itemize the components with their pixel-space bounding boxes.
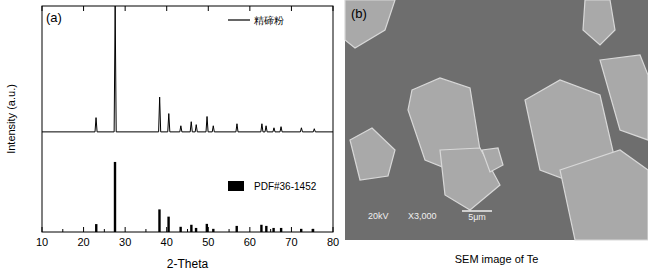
- reference-stick: [114, 162, 116, 232]
- legend-swatch: [228, 19, 250, 20]
- reference-stick: [265, 226, 267, 232]
- x-tick: [42, 227, 43, 232]
- panel-label: (b): [351, 6, 367, 21]
- x-tick-label: 50: [202, 236, 214, 248]
- x-tick-top: [291, 6, 292, 11]
- x-tick: [125, 227, 126, 232]
- x-tick-label: 40: [161, 236, 173, 248]
- reference-stick: [179, 227, 181, 232]
- reference-stick: [190, 225, 192, 232]
- x-tick: [166, 227, 167, 232]
- x-minor-tick: [270, 229, 271, 232]
- x-tick-label: 60: [244, 236, 256, 248]
- x-tick-label: 70: [285, 236, 297, 248]
- sem-magnification: X3,000: [408, 211, 437, 221]
- plot-data: [42, 6, 333, 232]
- x-minor-tick: [229, 229, 230, 232]
- crystal: [345, 0, 395, 48]
- x-tick: [83, 227, 84, 232]
- x-tick-top: [166, 6, 167, 11]
- reference-stick: [272, 228, 274, 232]
- reference-stick: [312, 229, 314, 232]
- legend-label: PDF#36-1452: [254, 181, 317, 192]
- figure: 10 20 30 40 50 60 70 80 2-Theta Intensity (a.u.) (…: [0, 0, 648, 274]
- x-minor-tick: [187, 229, 188, 232]
- sem-caption: SEM image of Te: [455, 253, 539, 265]
- legend-label: 精碲粉: [254, 15, 284, 26]
- reference-stick: [300, 229, 302, 232]
- x-tick-label: 30: [119, 236, 131, 248]
- x-tick-top: [42, 6, 43, 11]
- x-axis-label: 2-Theta: [167, 257, 209, 271]
- crystal: [583, 0, 615, 45]
- crystal: [350, 128, 395, 180]
- reference-stick: [236, 226, 238, 232]
- x-tick-label: 20: [77, 236, 89, 248]
- panel-label: (a): [46, 10, 62, 25]
- sem-image: [345, 0, 648, 240]
- x-minor-tick: [62, 229, 63, 232]
- crystal: [482, 148, 503, 172]
- x-tick-top: [83, 6, 84, 11]
- reference-stick: [95, 224, 97, 232]
- x-minor-tick: [145, 229, 146, 232]
- x-tick: [249, 227, 250, 232]
- reference-stick: [260, 225, 262, 232]
- xrd-line: [42, 6, 333, 132]
- reference-stick: [280, 228, 282, 232]
- x-tick-top: [249, 6, 250, 11]
- reference-stick: [195, 228, 197, 232]
- reference-stick: [158, 209, 160, 232]
- y-axis-label: Intensity (a.u.): [5, 84, 17, 154]
- x-tick: [333, 227, 334, 232]
- reference-stick: [212, 229, 214, 232]
- crystal: [600, 55, 648, 140]
- x-tick-top: [333, 6, 334, 11]
- x-tick-top: [208, 6, 209, 11]
- x-minor-tick: [104, 229, 105, 232]
- plot-frame: [42, 6, 333, 232]
- sem-voltage: 20kV: [368, 211, 389, 221]
- reference-stick: [206, 224, 208, 232]
- legend-swatch: [228, 181, 244, 191]
- x-tick-label: 10: [36, 236, 48, 248]
- x-tick-top: [125, 6, 126, 11]
- x-tick: [291, 227, 292, 232]
- reference-stick: [167, 217, 169, 232]
- sem-scale-label: 5μm: [468, 212, 486, 222]
- crystal: [560, 150, 648, 240]
- x-tick-label: 80: [327, 236, 339, 248]
